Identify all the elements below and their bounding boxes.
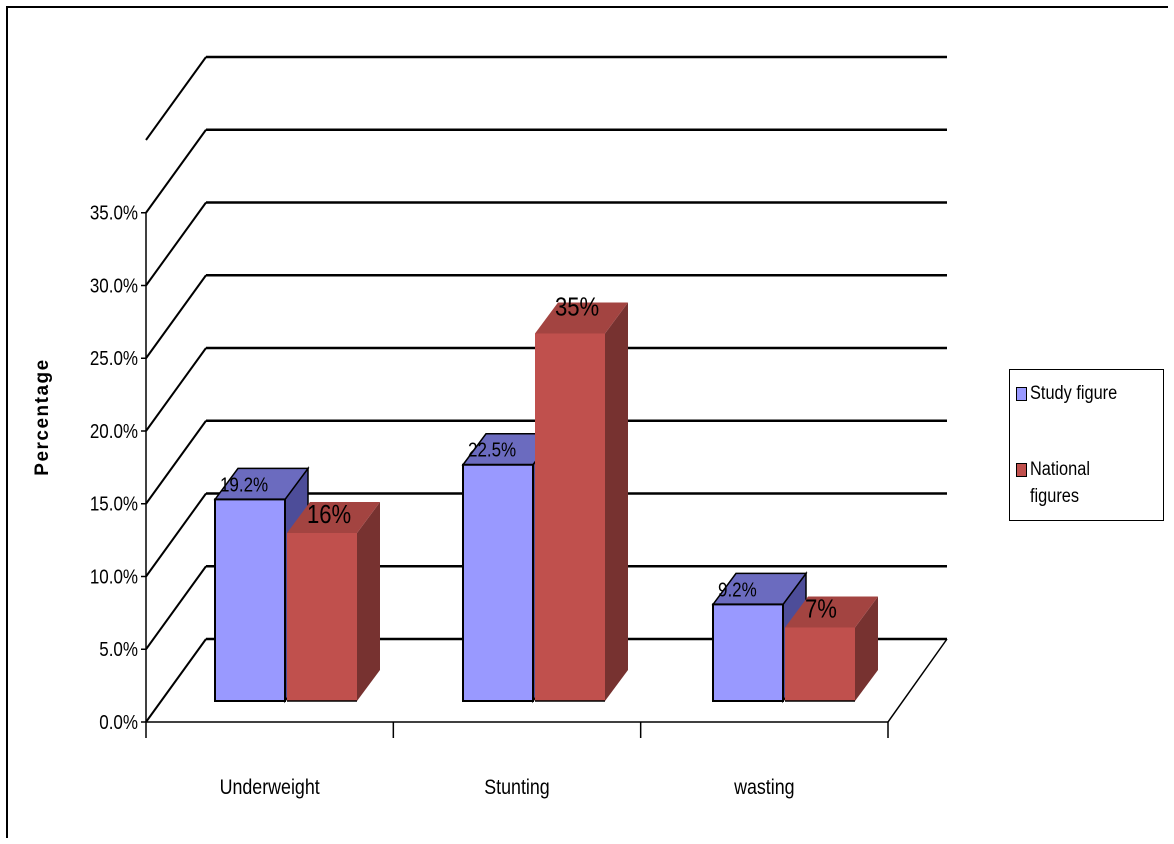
bar	[287, 533, 357, 701]
legend-label-study-figure: Study figure	[1030, 383, 1118, 404]
data-label: 7%	[805, 595, 837, 624]
y-tick-label: 10.0%	[90, 565, 138, 588]
y-tick-label: 30.0%	[90, 274, 138, 297]
bar	[535, 333, 605, 701]
bar	[214, 498, 286, 702]
data-label: 22.5%	[468, 438, 516, 461]
gridline-depth	[145, 201, 207, 287]
data-label: 19.2%	[220, 473, 268, 496]
y-axis-label: Percentage	[32, 358, 53, 476]
legend: Study figure National figures	[1009, 369, 1164, 521]
chart-frame	[6, 6, 1168, 838]
gridline-depth	[145, 492, 207, 578]
x-tick-label: wasting	[733, 776, 794, 800]
data-label: 9.2%	[718, 578, 757, 601]
bar	[462, 463, 534, 702]
legend-item-national-figures: National figures	[1016, 456, 1148, 510]
floor-edge	[887, 638, 948, 723]
data-label: 35%	[555, 293, 599, 322]
gridline-depth	[145, 347, 207, 432]
x-tick-label: Stunting	[484, 776, 549, 800]
bar-side	[357, 502, 380, 701]
gridline-depth	[145, 565, 207, 650]
data-label: 16%	[307, 500, 351, 529]
y-tick-label: 20.0%	[90, 420, 138, 443]
x-tick-label: Underweight	[220, 776, 321, 800]
y-tick-label: 5.0%	[99, 638, 138, 661]
y-tick-label: 25.0%	[90, 347, 138, 370]
gridline-depth	[145, 129, 207, 214]
gridline-depth	[145, 56, 207, 141]
gridline-depth	[145, 638, 207, 723]
legend-label-national-figures: National figures	[1030, 459, 1090, 507]
legend-swatch-study-figure	[1016, 387, 1027, 401]
gridline-depth	[145, 420, 207, 505]
bar-side	[855, 596, 878, 701]
bar-top	[287, 502, 380, 533]
legend-swatch-national-figures	[1016, 463, 1027, 477]
y-tick-label: 0.0%	[99, 711, 138, 734]
y-tick-label: 15.0%	[90, 492, 138, 515]
bar	[712, 603, 784, 703]
y-tick-label: 35.0%	[90, 201, 138, 224]
gridline-depth	[145, 274, 207, 359]
bar-side	[605, 302, 628, 701]
legend-item-study-figure: Study figure	[1016, 380, 1148, 407]
bar-top	[535, 302, 628, 334]
bar	[785, 627, 855, 701]
bar-top	[785, 596, 878, 628]
